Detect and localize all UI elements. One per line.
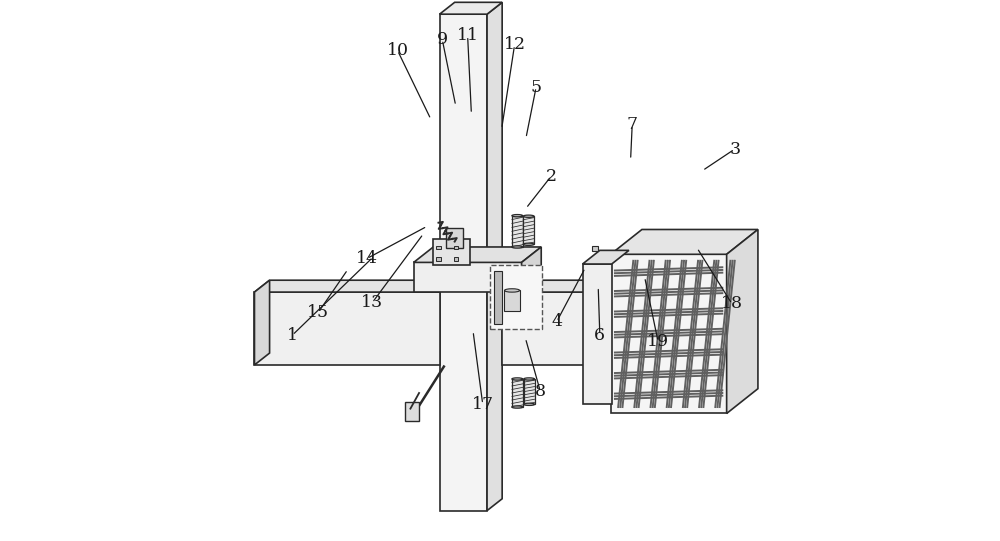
Bar	[454, 257, 458, 261]
Bar	[504, 291, 520, 311]
Polygon shape	[727, 229, 758, 413]
Text: 15: 15	[307, 304, 329, 321]
Bar	[436, 246, 441, 249]
Text: 3: 3	[729, 141, 740, 157]
Ellipse shape	[512, 378, 523, 380]
Text: 10: 10	[386, 42, 408, 59]
Text: 14: 14	[356, 250, 378, 267]
Bar	[592, 246, 598, 252]
Bar	[433, 239, 470, 265]
Ellipse shape	[524, 403, 535, 405]
Text: 12: 12	[504, 36, 526, 54]
Bar	[523, 216, 534, 245]
Polygon shape	[592, 280, 607, 365]
Ellipse shape	[512, 406, 523, 408]
Polygon shape	[254, 280, 270, 365]
Text: 13: 13	[361, 294, 383, 312]
Bar	[254, 292, 440, 365]
Bar	[512, 216, 523, 247]
Text: 2: 2	[546, 168, 557, 184]
Polygon shape	[254, 280, 455, 292]
Bar	[405, 401, 419, 421]
Bar	[446, 228, 463, 248]
Bar	[490, 265, 542, 329]
Bar	[583, 264, 612, 404]
Ellipse shape	[523, 215, 534, 217]
Polygon shape	[522, 247, 541, 292]
Bar	[512, 379, 523, 407]
Bar	[611, 254, 727, 413]
Text: 8: 8	[535, 384, 546, 400]
Polygon shape	[487, 2, 502, 511]
Bar	[494, 270, 502, 325]
Text: 11: 11	[457, 27, 479, 44]
Ellipse shape	[512, 215, 523, 217]
Text: 6: 6	[594, 327, 605, 344]
Bar	[414, 262, 522, 292]
Text: 7: 7	[627, 116, 638, 133]
Text: 19: 19	[647, 333, 669, 350]
Ellipse shape	[512, 246, 523, 248]
Polygon shape	[440, 2, 502, 14]
Text: 4: 4	[551, 313, 562, 330]
Text: 1: 1	[287, 327, 298, 344]
Bar	[436, 257, 441, 261]
Ellipse shape	[524, 378, 535, 380]
Text: 9: 9	[437, 31, 448, 48]
Text: 17: 17	[472, 396, 494, 413]
Bar	[454, 246, 458, 249]
Polygon shape	[611, 229, 758, 254]
Text: 18: 18	[721, 295, 743, 313]
Bar	[440, 14, 487, 511]
Polygon shape	[414, 247, 541, 262]
Polygon shape	[502, 280, 607, 292]
Bar	[502, 292, 592, 365]
Polygon shape	[583, 250, 629, 264]
Text: 5: 5	[531, 78, 542, 96]
Ellipse shape	[523, 243, 534, 246]
Bar	[524, 379, 535, 404]
Ellipse shape	[504, 289, 520, 292]
